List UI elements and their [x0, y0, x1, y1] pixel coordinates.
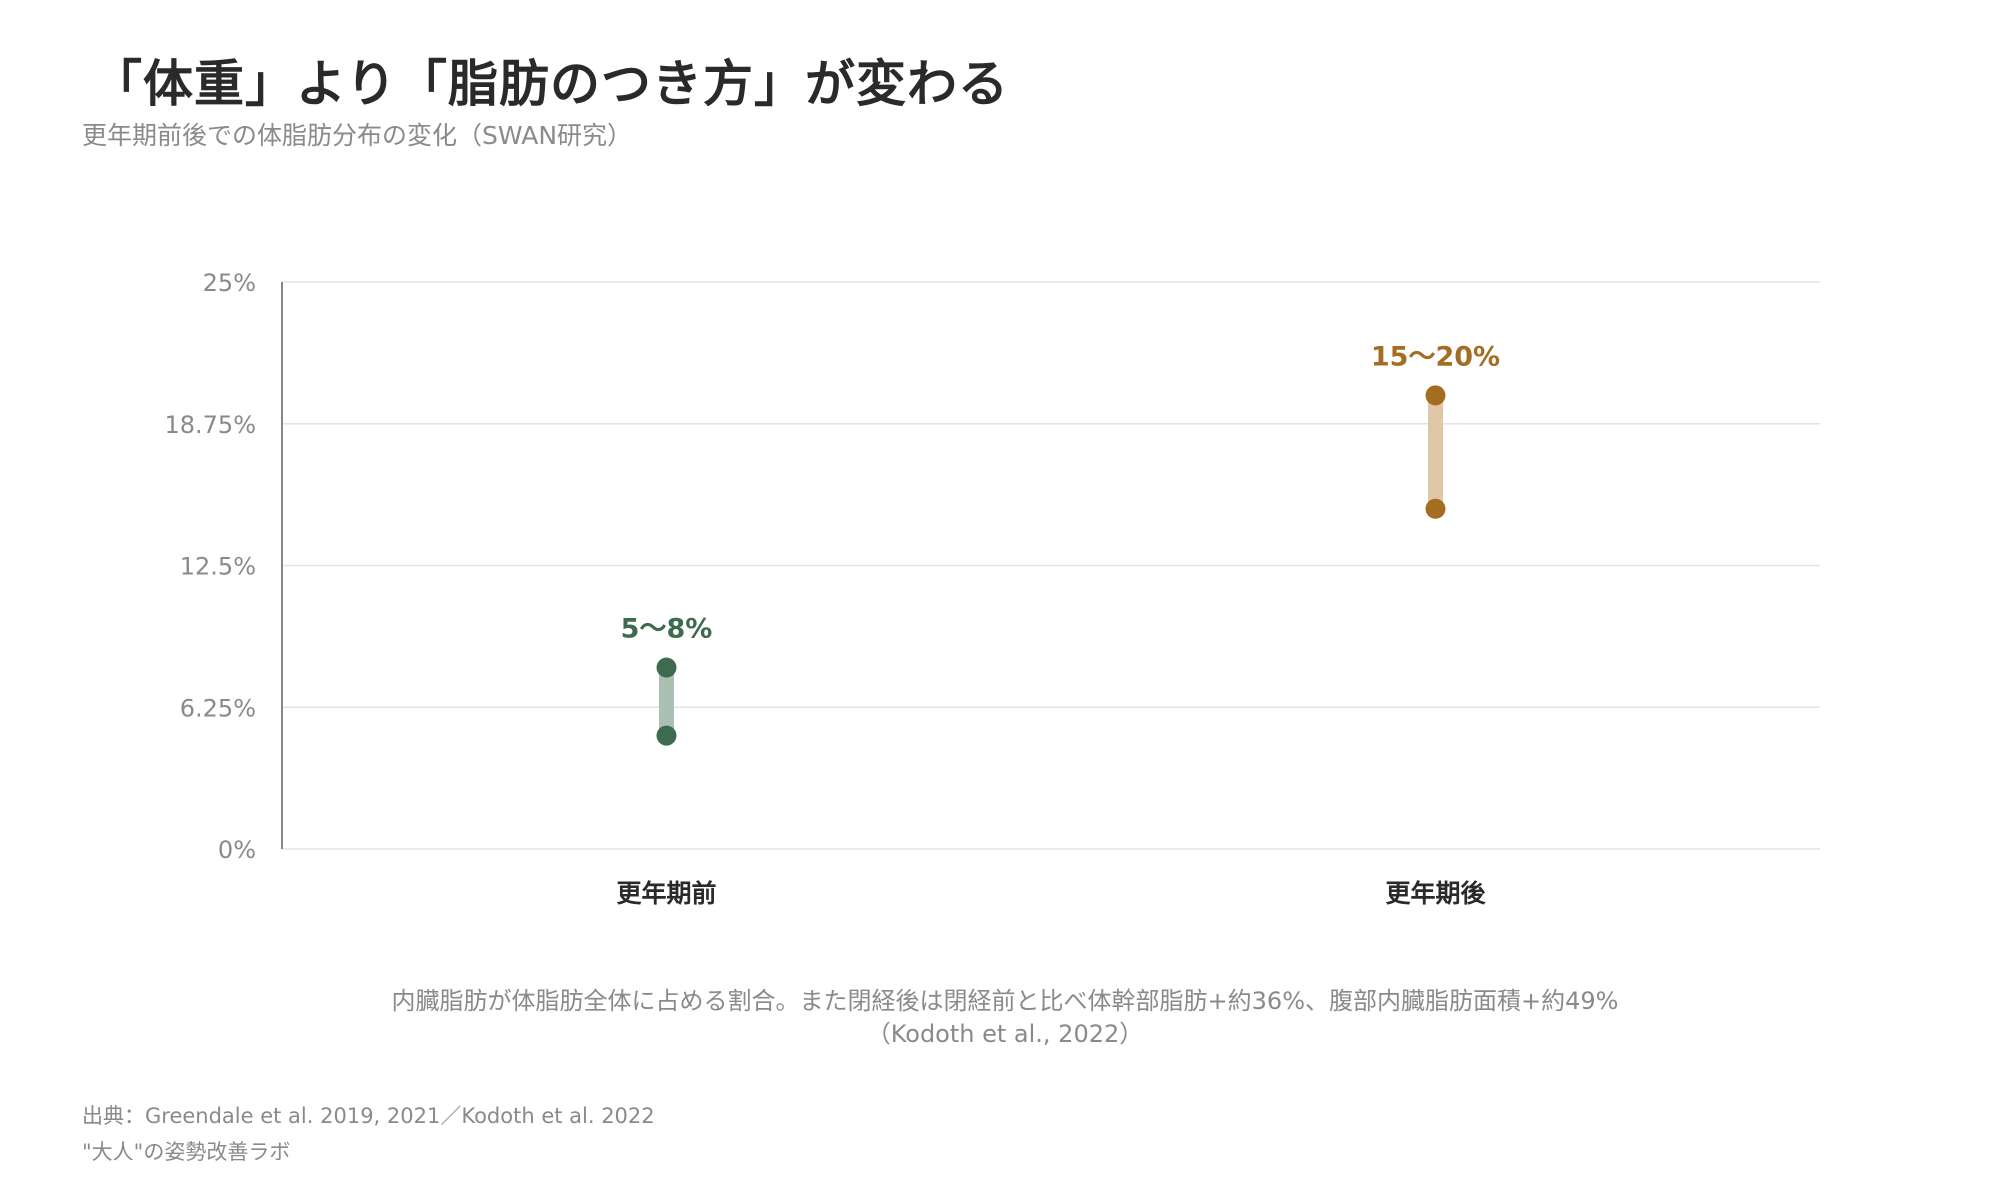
chart-title: 「体重」より「脂肪のつき方」が変わる — [92, 55, 1009, 113]
y-tick-label: 25% — [203, 269, 256, 297]
source-note: 出典：Greendale et al. 2019, 2021／Kodoth et… — [82, 1104, 655, 1128]
range-data-label: 5〜8% — [621, 614, 713, 645]
brand-note: "大人"の姿勢改善ラボ — [82, 1140, 291, 1164]
x-category-label: 更年期前 — [616, 879, 716, 908]
chart-caption: 内臓脂肪が体脂肪全体に占める割合。また閉経後は閉経前と比べ体幹部脂肪+約36%、… — [391, 987, 1619, 1048]
range-high-point — [656, 657, 677, 678]
y-tick-label: 0% — [218, 836, 256, 864]
y-tick-label: 18.75% — [164, 411, 256, 439]
range-high-point — [1425, 385, 1446, 406]
chart-subtitle: 更年期前後での体脂肪分布の変化（SWAN研究） — [82, 121, 633, 150]
x-category-label: 更年期後 — [1385, 879, 1486, 908]
range-low-point — [1425, 498, 1446, 519]
y-tick-label: 12.5% — [180, 553, 256, 581]
range-data-label: 15〜20% — [1371, 341, 1500, 372]
range-low-point — [656, 725, 677, 746]
y-tick-label: 6.25% — [180, 694, 256, 722]
